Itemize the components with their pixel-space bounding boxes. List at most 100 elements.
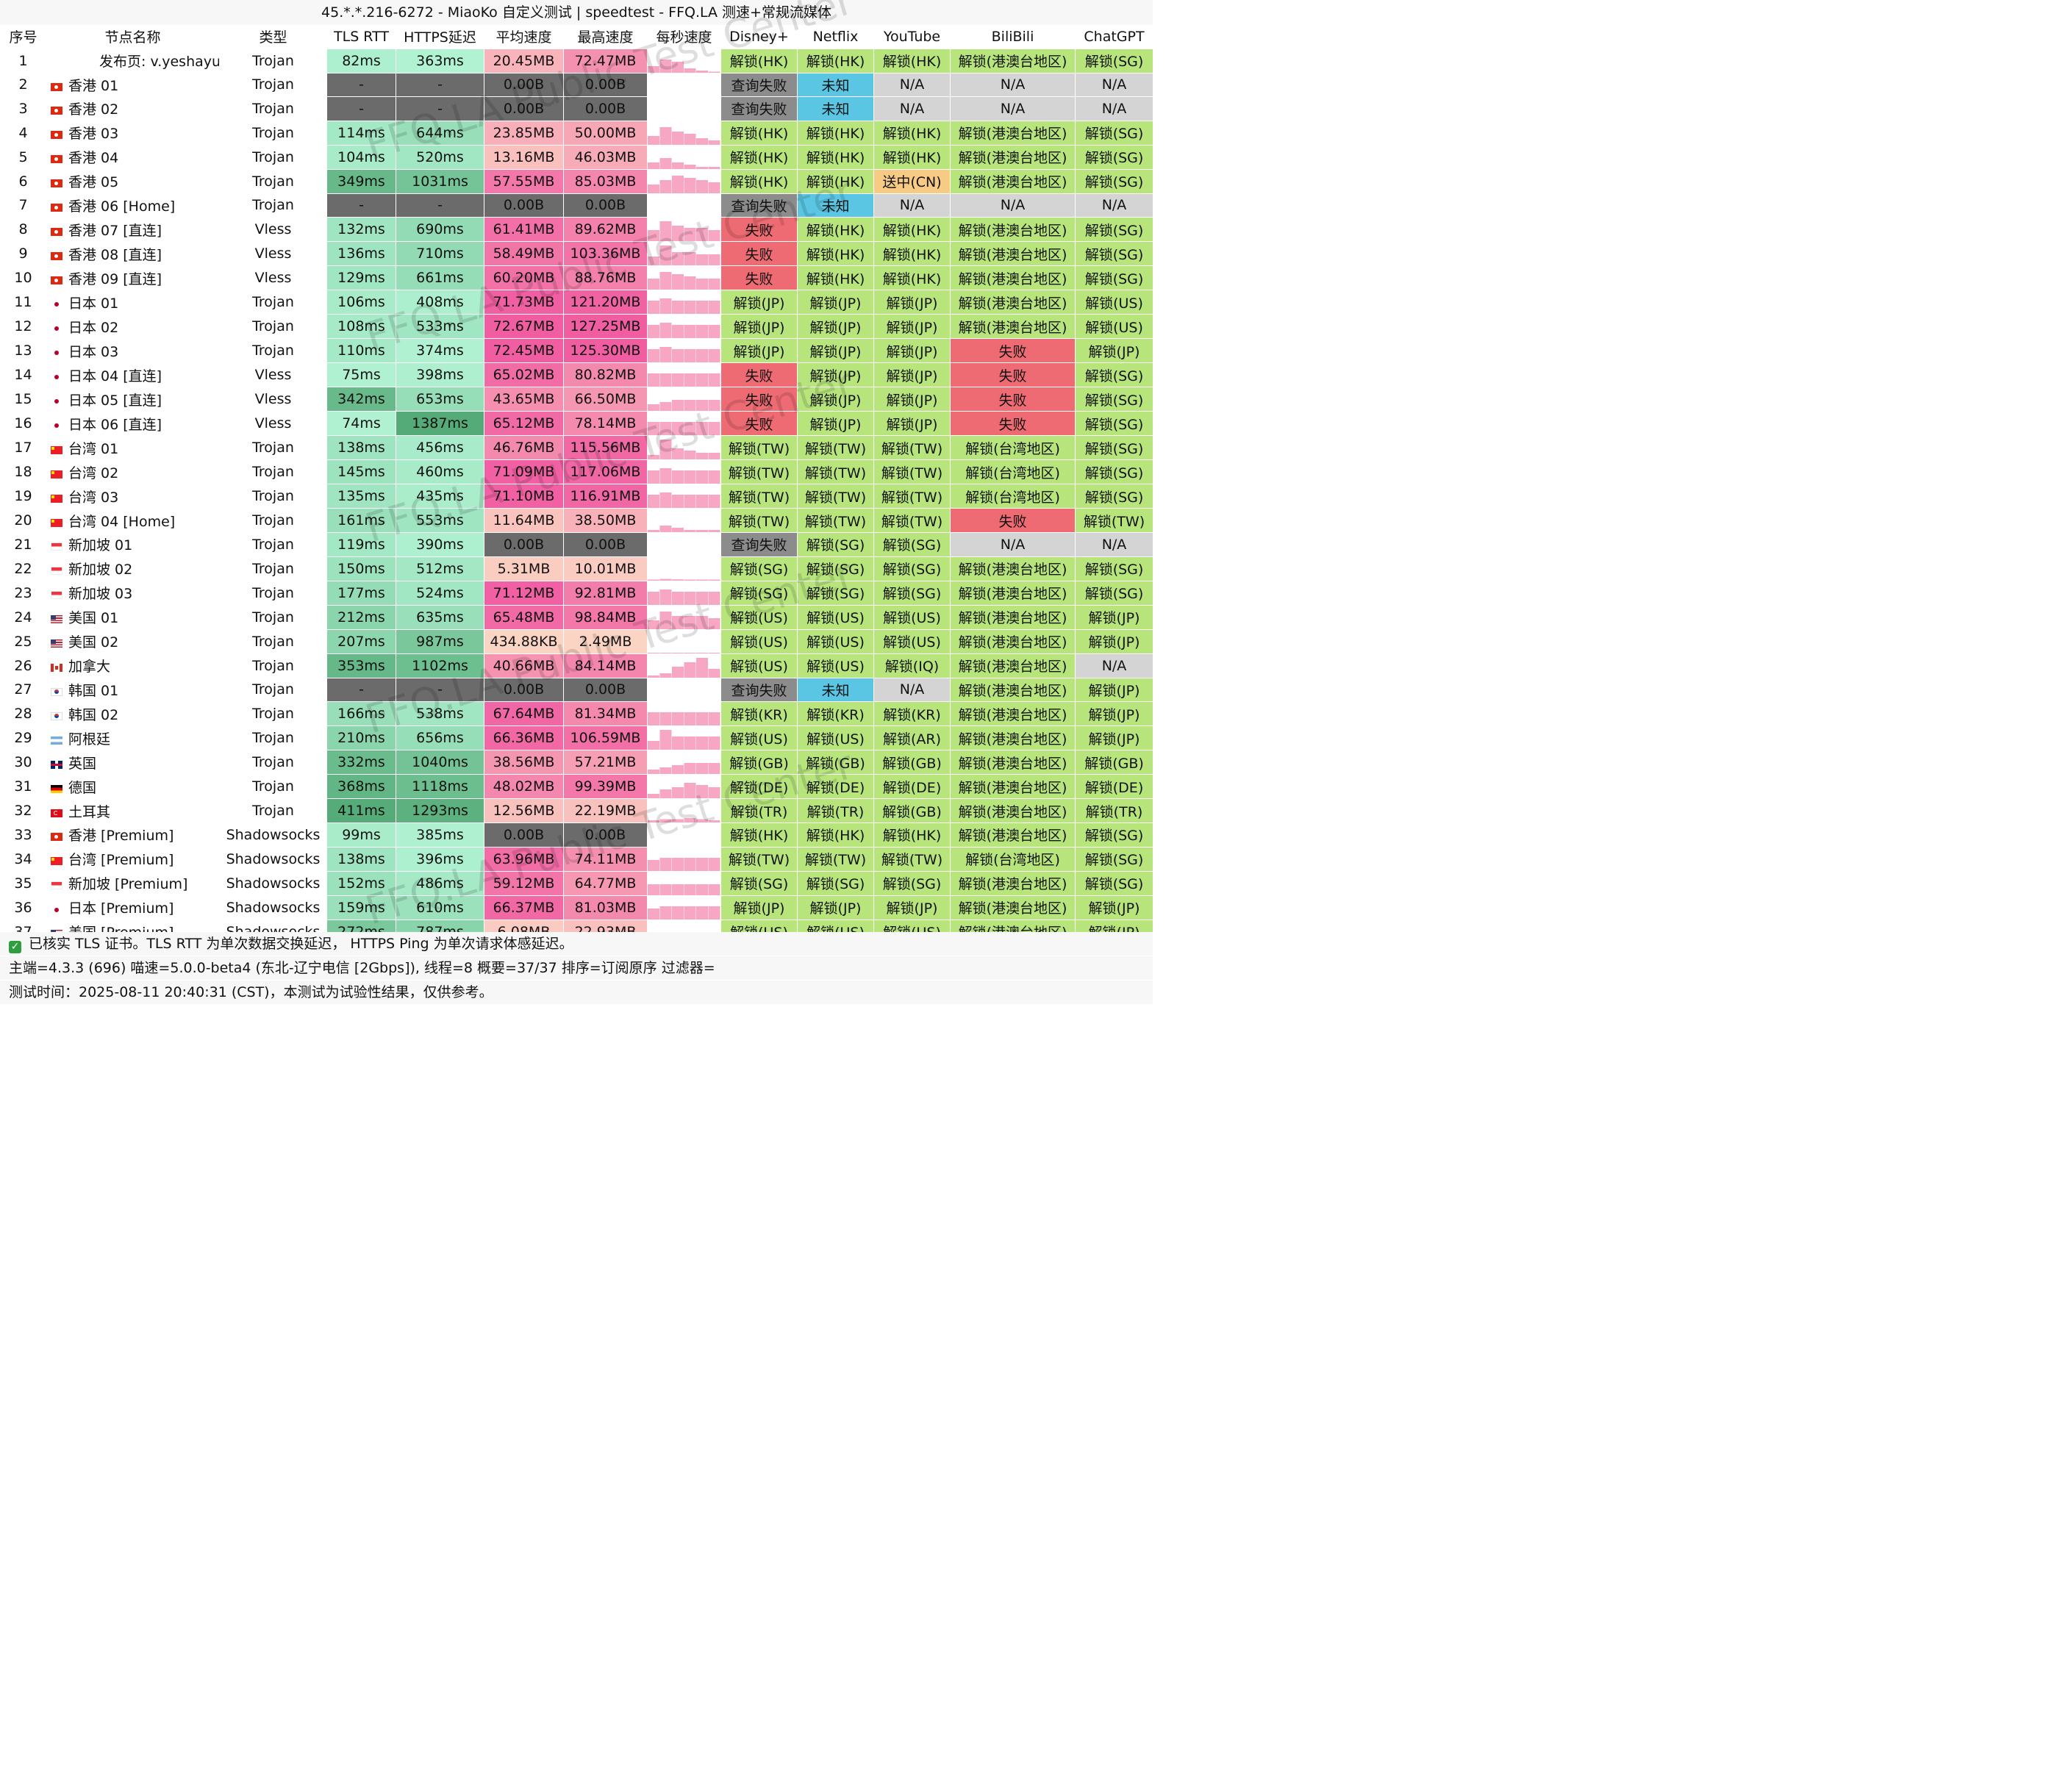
speed-bar [696, 325, 709, 338]
speed-bar [648, 820, 660, 822]
node-type: Trojan [219, 48, 327, 74]
node-name-cell: 台湾 04 [Home] [46, 508, 220, 533]
speed-bar [648, 325, 660, 338]
youtube-status: 解锁(GB) [873, 798, 951, 823]
row-index: 26 [0, 653, 46, 678]
max-speed: 74.11MB [563, 846, 648, 872]
column-header-netflix: Netflix [797, 25, 874, 49]
speed-bar [671, 175, 684, 193]
netflix-status: 解锁(JP) [797, 387, 874, 412]
https-delay: 435ms [396, 484, 484, 509]
speed-bar [684, 906, 696, 919]
speed-bar [671, 226, 684, 241]
per-second-speed-chart [647, 508, 721, 533]
chatgpt-status: 解锁(SG) [1075, 580, 1153, 606]
youtube-status: 解锁(IQ) [873, 653, 951, 678]
node-type: Trojan [219, 168, 327, 194]
youtube-status: 解锁(TW) [873, 508, 951, 533]
speed-bar [684, 884, 696, 895]
avg-speed: 12.56MB [484, 798, 564, 823]
speed-bar [648, 455, 660, 459]
speed-bar [708, 400, 720, 411]
per-second-speed-chart [647, 895, 721, 920]
node-name-cell: 土耳其 [46, 798, 220, 823]
table-row: 5 香港 04 Trojan 104ms 520ms 13.16MB 46.03MB 解锁(H… [0, 144, 1153, 170]
netflix-status: 解锁(TR) [797, 798, 874, 823]
speed-bar [659, 789, 672, 798]
node-type: Trojan [219, 435, 327, 460]
tls-rtt: 161ms [326, 508, 396, 533]
table-row: 8 香港 07 [直连] Vless 132ms 690ms 61.41MB 89.62MB… [0, 217, 1153, 242]
node-type: Trojan [219, 459, 327, 484]
flag-hk-icon [51, 227, 62, 236]
row-index: 1 [0, 48, 46, 74]
per-second-speed-chart [647, 653, 721, 678]
speed-bar [671, 712, 684, 725]
avg-speed: 72.45MB [484, 338, 564, 363]
speed-bar [648, 470, 660, 484]
avg-speed: 71.73MB [484, 290, 564, 315]
speed-bar [659, 884, 672, 895]
row-index: 13 [0, 338, 46, 363]
speed-bar [659, 712, 672, 725]
speed-bar [671, 615, 684, 628]
avg-speed: 71.10MB [484, 484, 564, 509]
node-name: 香港 09 [直连] [68, 270, 162, 287]
chatgpt-status: 解锁(SG) [1075, 846, 1153, 872]
youtube-status: 解锁(US) [873, 604, 951, 630]
bilibili-status: 解锁(港澳台地区) [950, 168, 1076, 194]
max-speed: 57.21MB [563, 750, 648, 775]
table-row: 22 新加坡 02 Trojan 150ms 512ms 5.31MB 10.01MB 解锁(… [0, 556, 1153, 581]
speed-bar [708, 254, 720, 265]
youtube-status: 解锁(JP) [873, 895, 951, 920]
speed-bar [708, 579, 720, 580]
chatgpt-status: 解锁(SG) [1075, 241, 1153, 266]
speed-bar [671, 61, 684, 72]
per-second-speed-chart [647, 168, 721, 194]
row-index: 10 [0, 265, 46, 290]
chatgpt-status: N/A [1075, 72, 1153, 97]
disney-status: 解锁(HK) [720, 120, 798, 146]
node-name: 新加坡 03 [68, 586, 133, 602]
speed-bar [671, 301, 684, 314]
flag-jp-icon [51, 373, 62, 381]
tls-rtt: - [326, 96, 396, 121]
bilibili-status: 解锁(港澳台地区) [950, 798, 1076, 823]
node-type: Vless [219, 362, 327, 387]
max-speed: 81.03MB [563, 895, 648, 920]
avg-speed: 0.00B [484, 677, 564, 702]
netflix-status: 解锁(US) [797, 604, 874, 630]
node-name: 香港 [Premium] [68, 828, 174, 845]
netflix-status: 解锁(HK) [797, 168, 874, 194]
disney-status: 解锁(HK) [720, 144, 798, 170]
chatgpt-status: 解锁(GB) [1075, 750, 1153, 775]
netflix-status: 解锁(JP) [797, 290, 874, 315]
table-row: 20 台湾 04 [Home] Trojan 161ms 553ms 11.64MB 38.… [0, 508, 1153, 533]
bilibili-status: 失败 [950, 411, 1076, 436]
tls-rtt: 210ms [326, 725, 396, 750]
tls-rtt: 411ms [326, 798, 396, 823]
speed-bar [684, 177, 696, 193]
node-name-cell: 香港 03 [46, 120, 220, 146]
netflix-status: 解锁(JP) [797, 411, 874, 436]
disney-status: 解锁(GB) [720, 750, 798, 775]
netflix-status: 解锁(JP) [797, 338, 874, 363]
node-name-cell: 台湾 [Premium] [46, 846, 220, 872]
chatgpt-status: 解锁(SG) [1075, 435, 1153, 460]
chatgpt-status: N/A [1075, 193, 1153, 218]
flag-ca-icon [51, 664, 62, 672]
max-speed: 50.00MB [563, 120, 648, 146]
flag-jp-icon [51, 348, 62, 357]
speed-bar [684, 68, 696, 72]
avg-speed: 0.00B [484, 822, 564, 847]
disney-status: 失败 [720, 362, 798, 387]
speed-bar [696, 254, 709, 265]
https-delay: 610ms [396, 895, 484, 920]
netflix-status: 解锁(TW) [797, 459, 874, 484]
bilibili-status: 解锁(港澳台地区) [950, 241, 1076, 266]
row-index: 15 [0, 387, 46, 412]
table-row: 30 英国 Trojan 332ms 1040ms 38.56MB 57.21MB 解锁(GB… [0, 750, 1153, 775]
tls-rtt: 74ms [326, 411, 396, 436]
speed-bar [671, 470, 684, 484]
speed-bar [659, 819, 672, 822]
